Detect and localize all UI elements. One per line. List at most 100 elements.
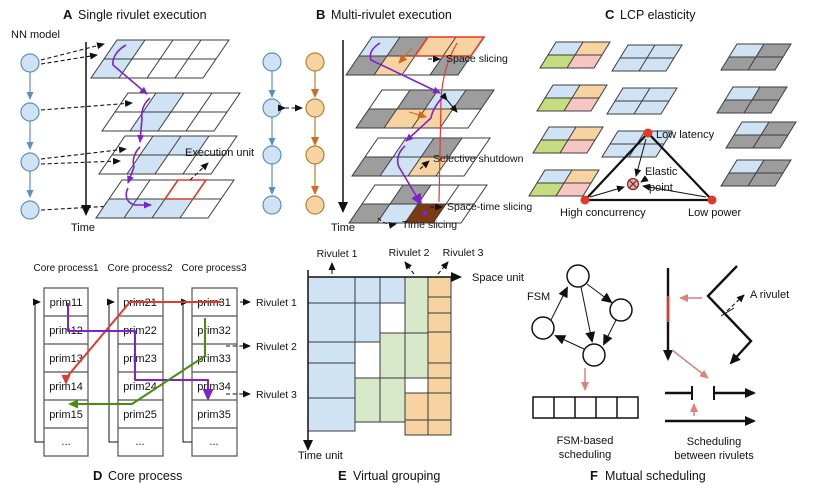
schedule-queue [532, 396, 639, 419]
mapping-arrow [40, 52, 98, 65]
panel-f-letter: F [590, 468, 598, 483]
fsm-state-node [531, 316, 555, 340]
elastic-point-label-2: point [649, 182, 673, 194]
low-power-label: Low power [688, 207, 742, 219]
nn-model-label: NN model [11, 29, 60, 41]
mapping-arrow [40, 202, 113, 211]
fsm-edge [586, 283, 613, 304]
core-process-stack-3: prim31 prim32 prim33 prim34 prim35 ... [181, 287, 238, 457]
nn-layer-node [305, 98, 325, 118]
exchange-arrow [439, 92, 458, 113]
rivulet-2-label: Rivulet 2 [389, 247, 430, 259]
nn-layer-node [305, 145, 325, 165]
prim-cell: prim35 [197, 409, 231, 421]
nn-layer-node [262, 195, 282, 215]
prim-cell: ... [209, 436, 218, 448]
panel-b: B Multi-rivulet execution Time [262, 7, 532, 234]
selective-shutdown-label: Selective shutdown [433, 153, 524, 165]
nn-layer-node [305, 52, 325, 72]
rivulet-chain-orange [305, 52, 325, 215]
time-label-a: Time [71, 222, 95, 234]
panel-c: C LCP elasticity [528, 7, 797, 219]
prim-cell: prim22 [123, 325, 157, 337]
mapping-arrow [40, 146, 127, 160]
panel-d-letter: D [93, 468, 102, 483]
elastic-point-label-1: Elastic [645, 166, 678, 178]
rivulet-segment [396, 145, 423, 206]
rivulet-chain-blue [262, 52, 282, 215]
rivulet-3-route [67, 303, 214, 401]
execution-grid-a2 [101, 92, 241, 132]
label-pointer [437, 261, 449, 275]
orange-hop-arrow [408, 110, 427, 119]
nn-layer-node [305, 195, 325, 215]
prim-cell: prim23 [123, 353, 157, 365]
time-axis-a: Time [71, 42, 95, 234]
execution-grid-b3 [351, 137, 491, 177]
elastic-label-pointer [640, 175, 649, 183]
low-latency-vertex [643, 128, 653, 138]
insert-arrow [671, 349, 709, 379]
prim-cell: prim12 [49, 325, 83, 337]
space-slicing-label: Space slicing [446, 53, 508, 65]
rivulet-3-label: Rivulet 3 [443, 247, 484, 259]
a-rivulet-label: A rivulet [750, 289, 789, 301]
queue-slots [532, 396, 639, 419]
panel-c-letter: C [605, 7, 615, 22]
rivulet-routes [61, 301, 221, 409]
rivulet-segment [137, 97, 151, 143]
time-axis-b: Time [331, 40, 355, 234]
core-process-3-header: Core process3 [181, 263, 246, 274]
prim-cell: ... [61, 436, 70, 448]
core-process-stack-1: prim11 prim12 prim13 prim14 prim15 ... [33, 287, 89, 457]
label-pointer [419, 160, 430, 170]
high-concurrency-label: High concurrency [560, 207, 646, 219]
rivulet-paths-b [369, 42, 458, 206]
nn-layer-node [20, 102, 40, 122]
fsm-edge [554, 335, 585, 350]
execution-unit-cell [163, 179, 208, 200]
mapping-arrows-a [40, 42, 133, 211]
rivulet-3-label: Rivulet 3 [256, 389, 297, 401]
rivulet-1-route [61, 301, 221, 385]
panel-e-title: Virtual grouping [353, 469, 440, 483]
sched-caption-line2: between rivulets [674, 450, 754, 462]
space-time-slicing-label: Space-time slicing [447, 201, 532, 213]
virtual-grouping-grid [307, 276, 452, 436]
lcp-triangle: Low latency High concurrency Low power E… [560, 128, 742, 219]
core-process-2-header: Core process2 [107, 263, 172, 274]
prim-cell: prim32 [197, 325, 231, 337]
low-power-vertex [707, 195, 717, 205]
gap-ticks [691, 386, 715, 400]
space-time-axes: Space unit Time unit [298, 270, 524, 462]
panel-f: FSM FSM-based scheduling A rivulet [527, 264, 789, 483]
execution-grid-a1 [90, 39, 230, 79]
rivulet-callouts: Rivulet 1 Rivulet 2 Rivulet 3 [226, 297, 297, 401]
elastic-point-cross [628, 179, 638, 189]
loop-back-arrow [181, 298, 192, 443]
prim-cell: prim24 [123, 381, 157, 393]
nn-layer-node [262, 145, 282, 165]
lcp-grids-gray [716, 43, 797, 187]
fsm-graph [531, 264, 633, 367]
prim-cell: prim25 [123, 409, 157, 421]
panel-e-letter: E [338, 468, 347, 483]
core-process-1-header: Core process1 [33, 263, 98, 274]
fsm-label: FSM [527, 291, 550, 303]
time-label-b: Time [331, 222, 355, 234]
time-unit-label: Time unit [298, 450, 343, 462]
stack-frame [43, 287, 89, 457]
orange-hop-arrow [398, 47, 413, 64]
stack-frame [191, 287, 238, 457]
fsm-caption-line2: scheduling [559, 449, 612, 461]
panel-d: Core process1 Core process2 Core process… [33, 263, 297, 483]
rivulet-path-a [112, 44, 152, 209]
label-pointer [726, 294, 745, 312]
panel-b-labels: Space slicing Selective shutdown Space-t… [377, 53, 532, 231]
fsm-caption-line1: FSM-based [557, 435, 614, 447]
rivulet-2-label: Rivulet 2 [256, 341, 297, 353]
space-slice-outline [413, 36, 486, 57]
rivulet-segment [369, 42, 441, 94]
